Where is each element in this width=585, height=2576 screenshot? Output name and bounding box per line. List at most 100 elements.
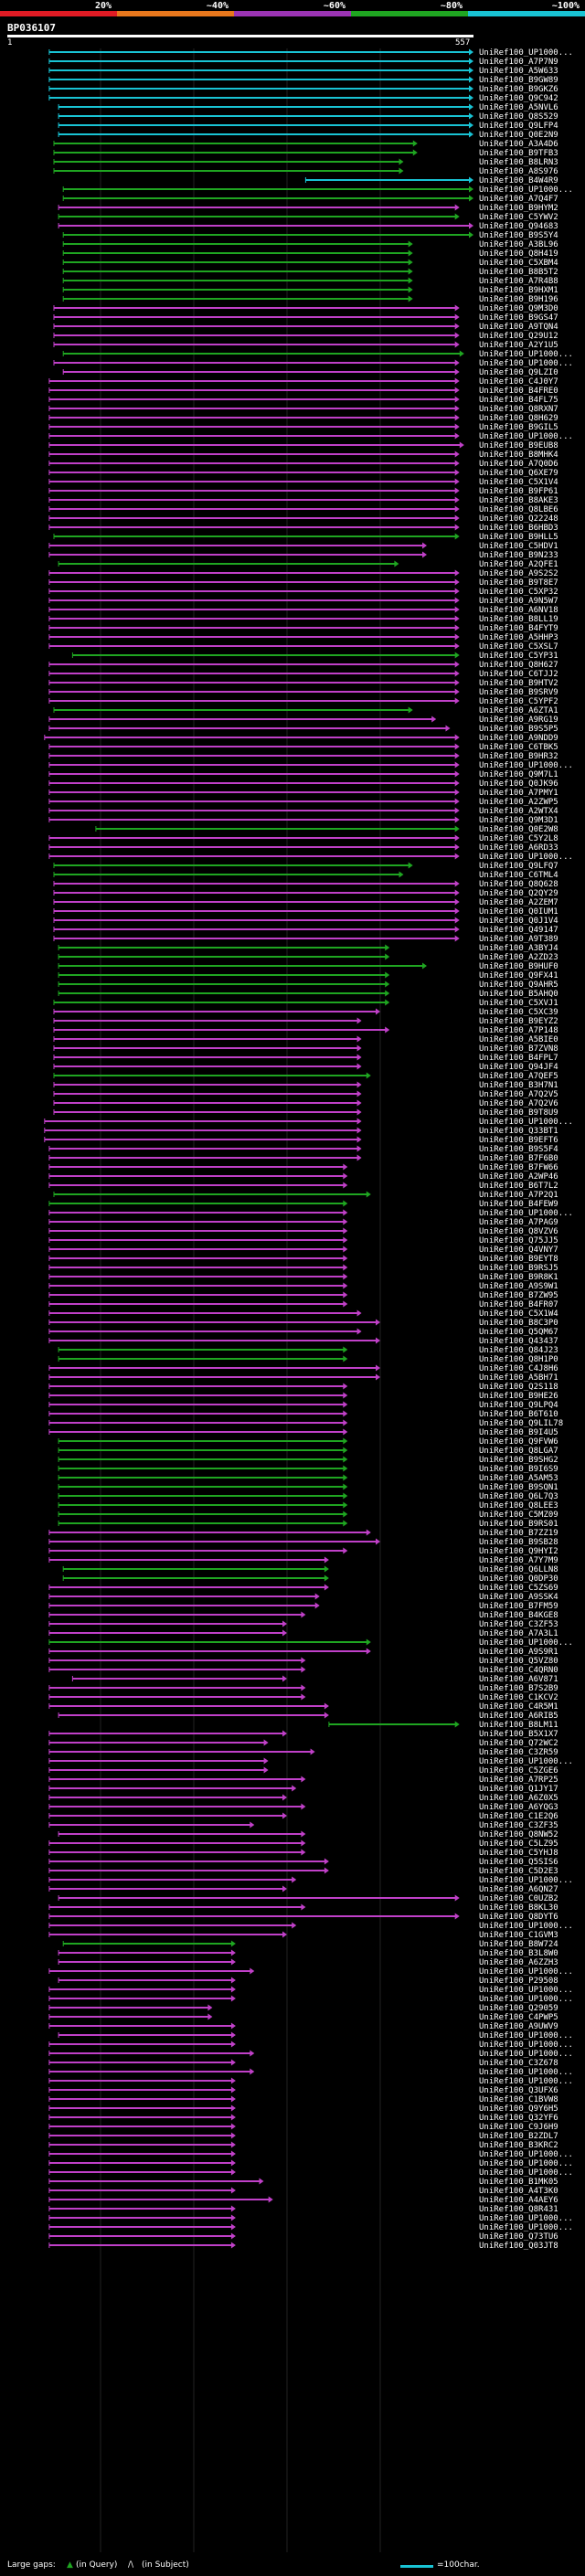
hit-label[interactable]: UniRef100_B8AKE3 xyxy=(479,496,558,505)
hit-label[interactable]: UniRef100_A6RIB5 xyxy=(479,1712,558,1721)
hit-row[interactable]: UniRef100_UP1000... xyxy=(48,2041,573,2050)
hit-label[interactable]: UniRef100_A5NVL6 xyxy=(479,103,558,112)
hit-label[interactable]: UniRef100_A3BL96 xyxy=(479,240,558,249)
hit-row[interactable]: UniRef100_B4KGE8 xyxy=(48,1611,558,1620)
hit-row[interactable]: UniRef100_B8LRN3 xyxy=(53,158,558,167)
hit-label[interactable]: UniRef100_UP1000... xyxy=(479,1967,573,1977)
hit-label[interactable]: UniRef100_C1E2Q6 xyxy=(479,1812,558,1821)
hit-row[interactable]: UniRef100_Q8H629 xyxy=(48,414,558,423)
hit-label[interactable]: UniRef100_A7PMY1 xyxy=(479,789,558,798)
hit-label[interactable]: UniRef100_B7ZW95 xyxy=(479,1291,558,1300)
hit-row[interactable]: UniRef100_UP1000... xyxy=(48,2077,573,2086)
hit-row[interactable]: UniRef100_Q8LBE6 xyxy=(48,505,558,514)
hit-label[interactable]: UniRef100_Q8LEE3 xyxy=(479,1501,558,1511)
hit-row[interactable]: UniRef100_C3ZF53 xyxy=(48,1620,558,1629)
hit-label[interactable]: UniRef100_C3ZF53 xyxy=(479,1620,558,1629)
hit-label[interactable]: UniRef100_A2ZEM7 xyxy=(479,898,558,907)
hit-label[interactable]: UniRef100_A7Y7M9 xyxy=(479,1556,558,1565)
hit-label[interactable]: UniRef100_B4W4R9 xyxy=(479,176,558,186)
hit-label[interactable]: UniRef100_A9SSK4 xyxy=(479,1593,558,1602)
hit-row[interactable]: UniRef100_B8KL30 xyxy=(48,1903,558,1913)
hit-label[interactable]: UniRef100_Q29U12 xyxy=(479,332,558,341)
hit-row[interactable]: UniRef100_C6TML4 xyxy=(53,871,558,880)
hit-row[interactable]: UniRef100_Q9Y6H5 xyxy=(48,2104,558,2114)
hit-label[interactable]: UniRef100_Q2QY29 xyxy=(479,889,558,898)
hit-row[interactable]: UniRef100_C4J8H6 xyxy=(48,1364,558,1373)
hit-label[interactable]: UniRef100_A9RG19 xyxy=(479,716,558,725)
hit-row[interactable]: UniRef100_B4FYT9 xyxy=(48,624,558,633)
hit-row[interactable]: UniRef100_Q0JK96 xyxy=(48,779,558,789)
hit-row[interactable]: UniRef100_A7Q2V6 xyxy=(53,1099,558,1108)
hit-row[interactable]: UniRef100_A2ZD23 xyxy=(58,953,558,962)
hit-row[interactable]: UniRef100_Q8VZV6 xyxy=(48,1227,558,1236)
hit-row[interactable]: UniRef100_B7ZW95 xyxy=(48,1291,558,1300)
hit-label[interactable]: UniRef100_C5HDV1 xyxy=(479,542,558,551)
hit-row[interactable]: UniRef100_Q6LLN8 xyxy=(62,1565,558,1574)
hit-row[interactable]: UniRef100_B4FEW9 xyxy=(48,1200,558,1209)
hit-row[interactable]: UniRef100_Q8H419 xyxy=(62,249,558,259)
hit-row[interactable]: UniRef100_A5NVL6 xyxy=(58,103,558,112)
hit-label[interactable]: UniRef100_B9HR32 xyxy=(479,752,558,761)
hit-row[interactable]: UniRef100_UP1000... xyxy=(48,1638,573,1648)
hit-label[interactable]: UniRef100_B5AHQ0 xyxy=(479,990,558,999)
hit-label[interactable]: UniRef100_A5AM53 xyxy=(479,1474,558,1483)
hit-label[interactable]: UniRef100_Q75JJ5 xyxy=(479,1236,558,1246)
hit-label[interactable]: UniRef100_A2ZD23 xyxy=(479,953,558,962)
hit-row[interactable]: UniRef100_A7PMY1 xyxy=(48,789,558,798)
hit-row[interactable]: UniRef100_Q72WC2 xyxy=(48,1739,558,1748)
hit-row[interactable]: UniRef100_UP1000... xyxy=(48,2214,573,2223)
hit-row[interactable]: UniRef100_Q0IUM1 xyxy=(53,907,558,917)
hit-label[interactable]: UniRef100_UP1000... xyxy=(479,1118,573,1127)
hit-label[interactable]: UniRef100_A7P148 xyxy=(479,1026,558,1035)
hit-row[interactable]: UniRef100_B9GKZ6 xyxy=(48,85,558,94)
hit-row[interactable]: UniRef100_B9GS47 xyxy=(53,313,558,323)
hit-label[interactable]: UniRef100_A9T389 xyxy=(479,935,558,944)
hit-row[interactable]: UniRef100_A7QEF5 xyxy=(53,1072,558,1081)
hit-label[interactable]: UniRef100_Q6LLN8 xyxy=(479,1565,558,1574)
hit-row[interactable]: UniRef100_Q8RXN7 xyxy=(48,405,558,414)
hit-row[interactable]: UniRef100_B5X1X7 xyxy=(48,1730,558,1739)
hit-row[interactable]: UniRef100_Q9FVW6 xyxy=(58,1437,558,1447)
hit-row[interactable]: UniRef100_Q8S529 xyxy=(58,112,558,122)
hit-row[interactable]: UniRef100_A6ZTA1 xyxy=(53,706,558,716)
hit-row[interactable]: UniRef100_C6TBK5 xyxy=(48,743,558,752)
hit-label[interactable]: UniRef100_C5XP32 xyxy=(479,588,558,597)
hit-label[interactable]: UniRef100_UP1000... xyxy=(479,2050,573,2059)
hit-row[interactable]: UniRef100_B7ZVN8 xyxy=(53,1044,558,1054)
hit-label[interactable]: UniRef100_C0UZB2 xyxy=(479,1894,558,1903)
hit-row[interactable]: UniRef100_C5MZ09 xyxy=(58,1511,558,1520)
hit-row[interactable]: UniRef100_A9UWV9 xyxy=(48,2022,558,2031)
hit-row[interactable]: UniRef100_Q9LFP4 xyxy=(58,122,558,131)
hit-row[interactable]: UniRef100_Q9M3D0 xyxy=(53,304,558,313)
hit-row[interactable]: UniRef100_UP1000... xyxy=(48,761,573,770)
hit-row[interactable]: UniRef100_UP1000... xyxy=(48,1757,573,1766)
hit-label[interactable]: UniRef100_B9HXM1 xyxy=(479,286,558,295)
hit-label[interactable]: UniRef100_A6NV18 xyxy=(479,606,558,615)
hit-row[interactable]: UniRef100_B9S5Y4 xyxy=(62,231,558,240)
hit-label[interactable]: UniRef100_UP1000... xyxy=(479,2068,573,2077)
hit-label[interactable]: UniRef100_A6Z0X5 xyxy=(479,1794,558,1803)
hit-label[interactable]: UniRef100_A5HHP3 xyxy=(479,633,558,642)
hit-row[interactable]: UniRef100_A9S9R1 xyxy=(48,1648,558,1657)
hit-row[interactable]: UniRef100_A9T389 xyxy=(53,935,558,944)
hit-label[interactable]: UniRef100_Q73TU6 xyxy=(479,2232,558,2242)
hit-row[interactable]: UniRef100_C1BVW8 xyxy=(48,2095,558,2104)
hit-label[interactable]: UniRef100_A6ZTA1 xyxy=(479,706,558,716)
hit-label[interactable]: UniRef100_Q8H1P0 xyxy=(479,1355,558,1364)
hit-row[interactable]: UniRef100_Q9HYI2 xyxy=(48,1547,558,1556)
hit-label[interactable]: UniRef100_B9HTV2 xyxy=(479,679,558,688)
hit-row[interactable]: UniRef100_UP1000... xyxy=(62,186,573,195)
hit-row[interactable]: UniRef100_A7Y7M9 xyxy=(48,1556,558,1565)
hit-row[interactable]: UniRef100_B9EYZ2 xyxy=(53,1017,558,1026)
hit-row[interactable]: UniRef100_Q8LGA7 xyxy=(58,1447,558,1456)
hit-row[interactable]: UniRef100_Q8NW52 xyxy=(58,1830,558,1839)
hit-label[interactable]: UniRef100_B9GKZ6 xyxy=(479,85,558,94)
hit-label[interactable]: UniRef100_B9S5Y4 xyxy=(479,231,558,240)
hit-label[interactable]: UniRef100_UP1000... xyxy=(479,1986,573,1995)
hit-row[interactable]: UniRef100_C5YWV2 xyxy=(58,213,558,222)
hit-label[interactable]: UniRef100_B8LM11 xyxy=(479,1721,558,1730)
hit-label[interactable]: UniRef100_B9T8E7 xyxy=(479,578,558,588)
hit-label[interactable]: UniRef100_Q9M7L1 xyxy=(479,770,558,779)
hit-row[interactable]: UniRef100_UP1000... xyxy=(48,1209,573,1218)
hit-row[interactable]: UniRef100_C5XSL7 xyxy=(48,642,558,652)
